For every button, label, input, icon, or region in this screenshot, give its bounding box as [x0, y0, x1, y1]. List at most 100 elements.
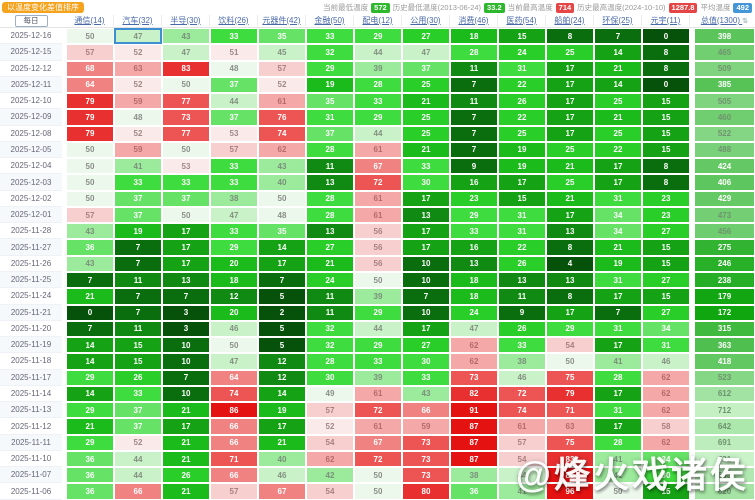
heatmap-cell[interactable]: 28: [450, 44, 498, 61]
heatmap-cell[interactable]: 21: [258, 434, 306, 451]
heatmap-cell[interactable]: 73: [402, 434, 450, 451]
heatmap-cell[interactable]: 52: [114, 434, 162, 451]
heatmap-cell[interactable]: 25: [594, 125, 642, 142]
heatmap-cell[interactable]: 38: [450, 467, 498, 484]
heatmap-cell[interactable]: 25: [402, 109, 450, 126]
heatmap-cell[interactable]: 73: [402, 467, 450, 484]
total-cell[interactable]: 363: [694, 337, 755, 354]
heatmap-cell[interactable]: 10: [402, 271, 450, 289]
heatmap-cell[interactable]: 11: [450, 93, 498, 110]
heatmap-cell[interactable]: 73: [162, 109, 210, 126]
heatmap-cell[interactable]: 19: [306, 76, 354, 94]
heatmap-cell[interactable]: 8: [546, 239, 594, 256]
heatmap-cell[interactable]: 16: [450, 174, 498, 191]
column-header[interactable]: 公用(30): [402, 15, 450, 26]
heatmap-cell[interactable]: 14: [594, 76, 642, 94]
heatmap-cell[interactable]: 25: [546, 141, 594, 159]
heatmap-cell[interactable]: 28: [306, 353, 354, 370]
heatmap-cell[interactable]: 21: [594, 60, 642, 77]
heatmap-cell[interactable]: 79: [66, 109, 114, 126]
heatmap-cell[interactable]: 19: [498, 158, 546, 175]
heatmap-cell[interactable]: 72: [498, 385, 546, 403]
column-header[interactable]: 消费(46): [450, 15, 498, 26]
heatmap-cell[interactable]: 17: [402, 190, 450, 207]
heatmap-cell[interactable]: 48: [210, 60, 258, 77]
heatmap-cell[interactable]: 50: [162, 76, 210, 94]
total-cell[interactable]: 429: [694, 190, 755, 207]
heatmap-cell[interactable]: 44: [354, 320, 402, 338]
heatmap-cell[interactable]: 12: [258, 353, 306, 370]
total-cell[interactable]: 655: [694, 467, 755, 484]
heatmap-cell[interactable]: 50: [66, 158, 114, 175]
heatmap-cell[interactable]: 22: [498, 76, 546, 94]
heatmap-cell[interactable]: 68: [66, 60, 114, 77]
heatmap-cell[interactable]: 25: [402, 76, 450, 94]
heatmap-cell[interactable]: 43: [258, 158, 306, 175]
heatmap-cell[interactable]: 21: [162, 450, 210, 468]
heatmap-cell[interactable]: 21: [594, 239, 642, 256]
heatmap-cell[interactable]: 21: [162, 434, 210, 451]
heatmap-cell[interactable]: 31: [642, 337, 690, 354]
heatmap-cell[interactable]: 7: [450, 109, 498, 126]
heatmap-cell[interactable]: 9: [450, 158, 498, 175]
heatmap-cell[interactable]: 30: [402, 353, 450, 370]
heatmap-cell[interactable]: 17: [162, 255, 210, 272]
heatmap-cell[interactable]: 33: [210, 158, 258, 175]
heatmap-cell[interactable]: 7: [402, 288, 450, 305]
heatmap-cell[interactable]: 14: [258, 385, 306, 403]
heatmap-cell[interactable]: 17: [594, 174, 642, 191]
column-header[interactable]: 配电(12): [354, 15, 402, 26]
heatmap-cell[interactable]: 54: [498, 450, 546, 468]
heatmap-cell[interactable]: 27: [642, 304, 690, 321]
heatmap-cell[interactable]: 11: [450, 60, 498, 77]
heatmap-cell[interactable]: 36: [66, 239, 114, 256]
heatmap-cell[interactable]: 77: [162, 125, 210, 142]
total-cell[interactable]: 712: [694, 402, 755, 419]
heatmap-cell[interactable]: 15: [642, 93, 690, 110]
heatmap-cell[interactable]: 47: [450, 320, 498, 338]
heatmap-cell[interactable]: 44: [498, 467, 546, 484]
heatmap-cell[interactable]: 48: [258, 206, 306, 224]
heatmap-cell[interactable]: 33: [306, 28, 354, 45]
heatmap-cell[interactable]: 31: [594, 320, 642, 338]
heatmap-cell[interactable]: 35: [258, 223, 306, 240]
column-header[interactable]: 半导(30): [162, 15, 210, 26]
heatmap-cell[interactable]: 9: [498, 304, 546, 321]
heatmap-cell[interactable]: 46: [210, 320, 258, 338]
heatmap-cell[interactable]: 46: [258, 467, 306, 484]
heatmap-cell[interactable]: 21: [546, 158, 594, 175]
heatmap-cell[interactable]: 66: [210, 467, 258, 484]
heatmap-cell[interactable]: 17: [162, 239, 210, 256]
heatmap-cell[interactable]: 29: [354, 337, 402, 354]
heatmap-cell[interactable]: 63: [114, 60, 162, 77]
heatmap-cell[interactable]: 56: [354, 255, 402, 272]
heatmap-cell[interactable]: 31: [594, 271, 642, 289]
heatmap-cell[interactable]: 4: [546, 255, 594, 272]
column-header[interactable]: 船舶(24): [546, 15, 594, 26]
heatmap-cell[interactable]: 32: [306, 320, 354, 338]
heatmap-cell[interactable]: 22: [498, 109, 546, 126]
heatmap-cell[interactable]: 57: [210, 141, 258, 159]
heatmap-cell[interactable]: 42: [306, 467, 354, 484]
heatmap-cell[interactable]: 3: [162, 320, 210, 338]
heatmap-cell[interactable]: 25: [402, 125, 450, 142]
heatmap-cell[interactable]: 16: [450, 239, 498, 256]
heatmap-cell[interactable]: 20: [210, 304, 258, 321]
heatmap-cell[interactable]: 21: [162, 483, 210, 500]
heatmap-cell[interactable]: 66: [114, 483, 162, 500]
sort-order-badge[interactable]: 以温度变化差值排序: [2, 2, 84, 13]
heatmap-cell[interactable]: 20: [210, 255, 258, 272]
heatmap-cell[interactable]: 57: [66, 206, 114, 224]
heatmap-cell[interactable]: 8: [642, 158, 690, 175]
total-cell[interactable]: 465: [694, 44, 755, 61]
heatmap-cell[interactable]: 10: [402, 255, 450, 272]
heatmap-cell[interactable]: 50: [354, 483, 402, 500]
heatmap-cell[interactable]: 27: [402, 28, 450, 45]
heatmap-cell[interactable]: 73: [450, 369, 498, 386]
heatmap-cell[interactable]: 30: [306, 369, 354, 386]
heatmap-cell[interactable]: 24: [306, 271, 354, 289]
heatmap-cell[interactable]: 67: [258, 483, 306, 500]
heatmap-cell[interactable]: 28: [306, 190, 354, 207]
heatmap-cell[interactable]: 3: [162, 304, 210, 321]
heatmap-cell[interactable]: 11: [306, 304, 354, 321]
